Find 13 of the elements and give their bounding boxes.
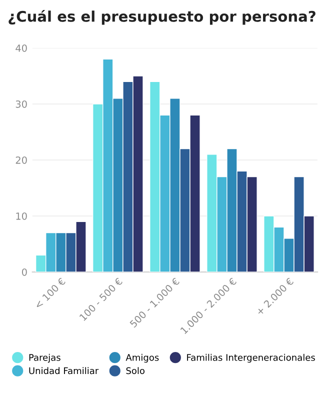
y-tick-label: 0: [22, 268, 27, 276]
y-tick-label: 10: [16, 212, 27, 220]
legend-label: Solo: [126, 367, 144, 374]
y-tick-label: 20: [16, 156, 27, 164]
x-tick-label: < 100 €: [34, 277, 66, 310]
y-tick-label: 30: [16, 100, 27, 108]
legend-label: Parejas: [29, 354, 60, 363]
y-tick-label: 40: [16, 44, 27, 52]
chart-title: ¿Cuál es el presupuesto por persona?: [8, 10, 316, 25]
legend-label: Unidad Familiar: [29, 367, 99, 374]
legend-label: Familias Intergeneracionales: [187, 354, 315, 363]
legend-label: Amigos: [126, 354, 159, 363]
x-tick-label: 100 - 500 €: [79, 277, 123, 322]
